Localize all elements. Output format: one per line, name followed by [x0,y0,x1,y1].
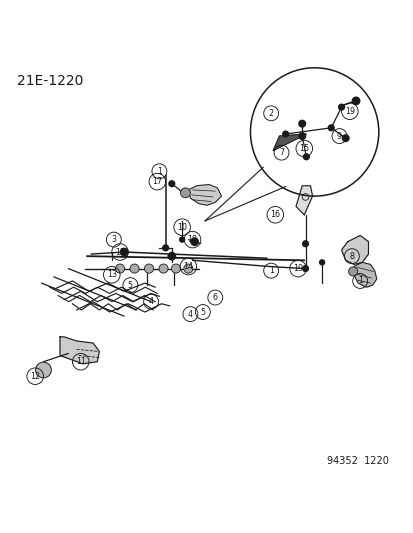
Text: 10: 10 [177,223,187,232]
Circle shape [183,264,192,273]
Text: 21E-1220: 21E-1220 [17,74,83,88]
Text: 8: 8 [349,252,354,261]
Text: 5: 5 [128,281,133,289]
Circle shape [159,264,168,273]
Text: 13: 13 [107,270,116,279]
Polygon shape [341,236,368,264]
Text: 19: 19 [344,107,354,116]
Circle shape [36,362,51,378]
Circle shape [162,245,168,251]
Polygon shape [273,134,306,151]
Text: 18: 18 [187,235,197,244]
Circle shape [303,154,309,160]
Circle shape [338,104,344,110]
Text: 4: 4 [188,310,192,319]
Text: 1: 1 [157,167,161,176]
Circle shape [115,264,124,273]
Circle shape [342,135,348,141]
Circle shape [144,264,153,273]
Text: 12: 12 [30,372,40,381]
Text: 5: 5 [200,308,205,317]
Polygon shape [188,184,221,205]
Text: 11: 11 [76,357,85,366]
Polygon shape [353,262,376,287]
Circle shape [190,238,198,245]
Text: 19: 19 [292,264,302,273]
Circle shape [351,97,359,104]
Circle shape [302,241,308,247]
Text: 3: 3 [111,235,116,244]
Circle shape [180,188,190,198]
Circle shape [298,133,305,140]
Text: 15: 15 [299,144,309,153]
Text: 14: 14 [183,262,193,271]
Circle shape [302,265,308,271]
Text: 16: 16 [270,210,280,219]
Circle shape [171,264,180,273]
Text: 9: 9 [336,132,341,141]
Circle shape [328,125,333,131]
Polygon shape [295,186,312,215]
Circle shape [120,248,128,256]
Polygon shape [60,337,99,364]
Text: 1: 1 [357,277,362,286]
Text: 94352  1220: 94352 1220 [327,456,388,466]
Circle shape [348,267,357,276]
Text: 6: 6 [212,293,217,302]
Circle shape [169,181,174,187]
Circle shape [130,264,139,273]
Circle shape [168,253,175,260]
Text: 7: 7 [278,148,283,157]
Circle shape [319,260,324,265]
Text: 17: 17 [152,177,162,186]
Text: 1: 1 [268,266,273,275]
Circle shape [298,120,305,127]
Circle shape [179,237,184,242]
Text: 2: 2 [268,109,273,118]
Text: 15: 15 [115,247,125,256]
Text: 4: 4 [148,297,153,306]
Circle shape [282,131,288,137]
